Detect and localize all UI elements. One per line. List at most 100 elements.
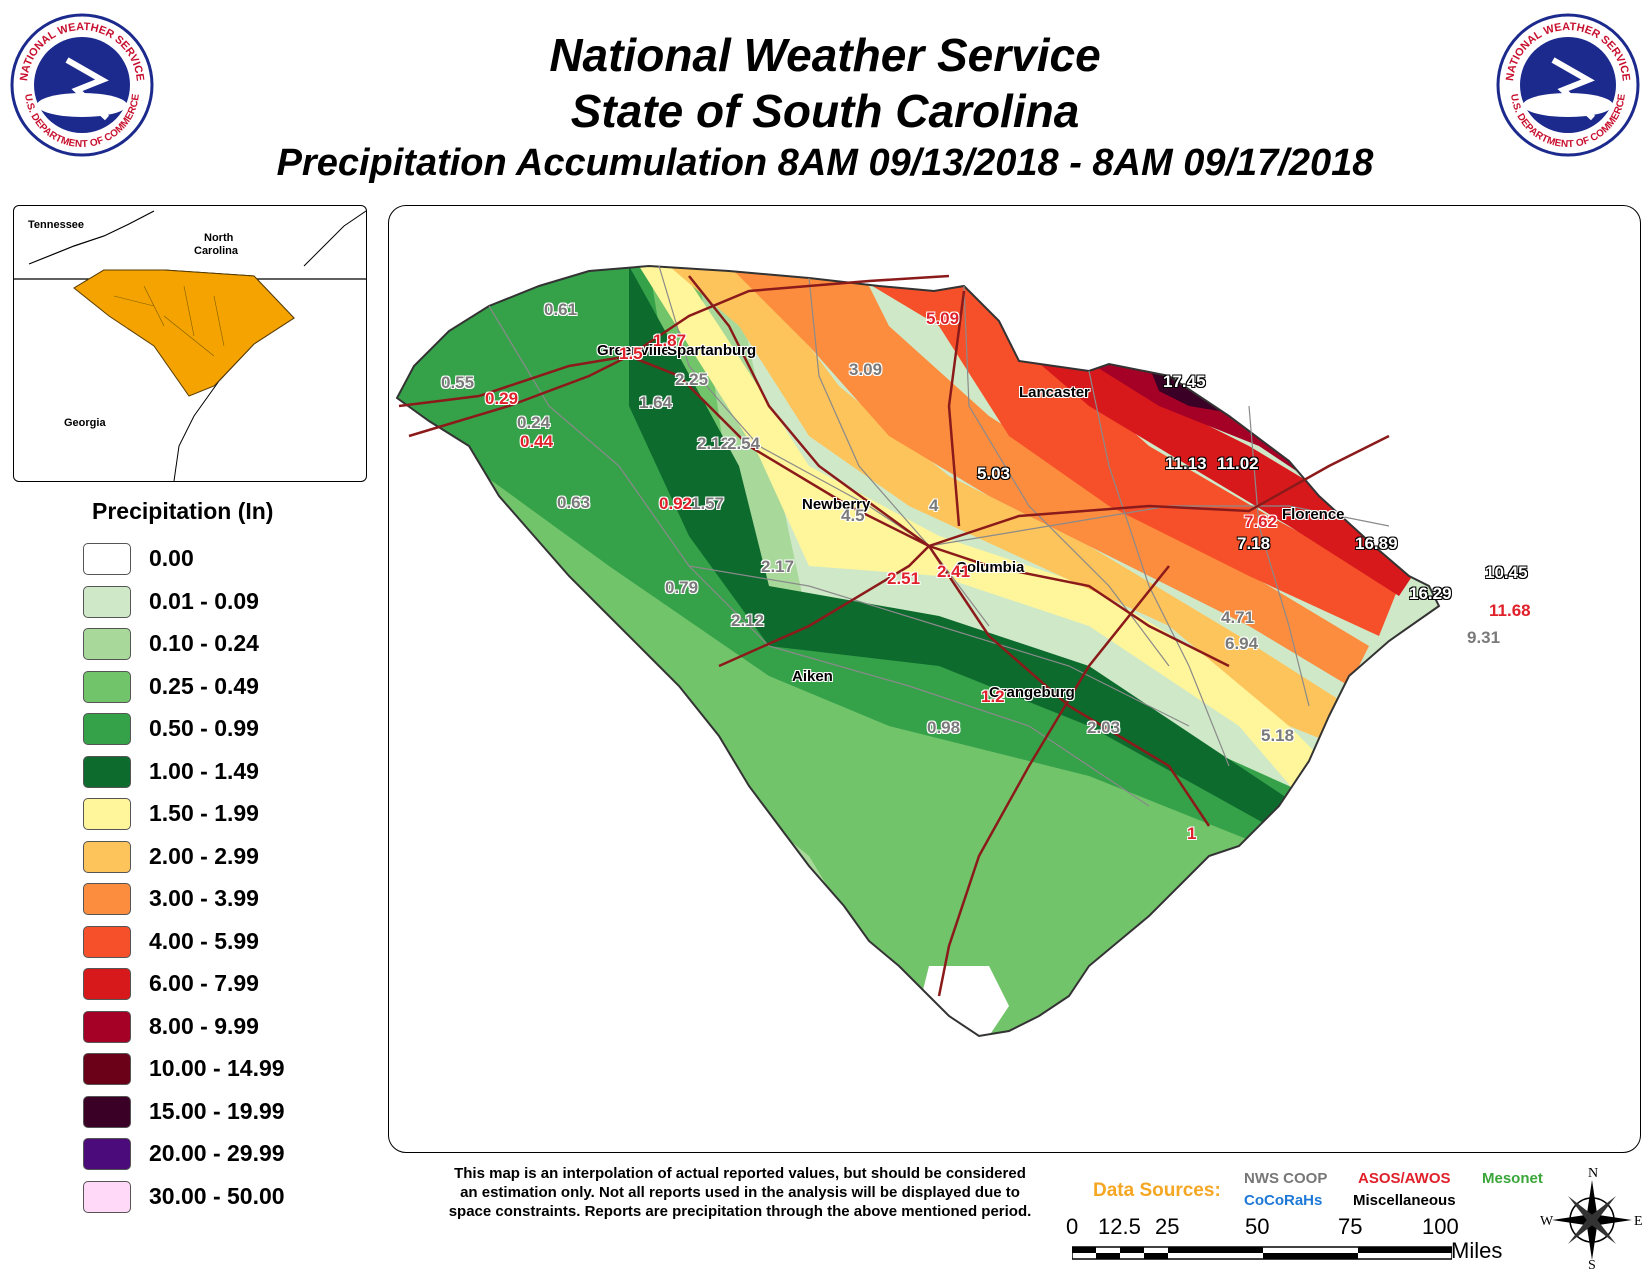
legend-item: 4.00 - 5.99 [83,925,343,960]
legend-swatch [83,628,131,660]
compass-s: S [1588,1258,1596,1270]
city-label: Lancaster [1019,384,1090,401]
legend-item: 1.00 - 1.49 [83,755,343,790]
legend-swatch [83,755,131,788]
scale-bar [1072,1246,1452,1260]
precip-value-red: 2.51 [887,569,921,588]
legend-item: 15.00 - 19.99 [83,1095,343,1130]
legend-swatch [83,1053,131,1085]
precip-value-red: 0.29 [485,389,519,408]
source-miscellaneous: Miscellaneous [1353,1192,1456,1209]
city-label: Florence [1282,506,1345,523]
source-asos-awos: ASOS/AWOS [1358,1170,1451,1187]
inset-label-georgia: Georgia [64,417,106,429]
city-label: Spartanburg [667,342,757,359]
precip-value-gray: 4.5 [841,506,865,525]
legend-swatch [83,883,131,915]
legend-label: 0.25 - 0.49 [149,672,259,699]
legend-item: 2.00 - 2.99 [83,840,343,875]
legend-swatch [83,585,131,618]
legend-label: 0.50 - 0.99 [149,715,259,741]
legend-label: 30.00 - 50.00 [149,1182,285,1209]
source-mesonet: Mesonet [1482,1170,1543,1187]
legend-swatch [83,1010,131,1043]
legend-label: 20.00 - 29.99 [149,1140,285,1166]
city-label: Newberry [802,496,871,513]
legend-item: 10.00 - 14.99 [83,1053,343,1087]
title-line-3: Precipitation Accumulation 8AM 09/13/201… [276,142,1374,184]
legend-swatch [83,670,131,703]
legend-label: 8.00 - 9.99 [149,1012,259,1039]
precip-value-gray: 2.25 [675,370,709,389]
title-line-2: State of South Carolina [570,85,1080,137]
legend-label: 4.00 - 5.99 [149,927,259,954]
precip-value-gray: 0.63 [557,493,591,512]
legend-title: Precipitation (In) [92,498,274,524]
legend-swatch [83,968,131,1000]
legend-swatch [83,1180,131,1213]
inset-locator-map: Tennessee North Carolina Georgia [13,205,367,482]
legend-swatch [83,1138,131,1170]
precip-value-gray: 0.79 [665,578,699,597]
title-line-1: National Weather Service [549,29,1101,81]
precip-value-red: 1 [1187,824,1197,843]
nws-logo-left: NATIONAL WEATHER SERVICE U.S. DEPARTMENT… [10,13,154,157]
precip-value-white: 11.02 [1217,454,1259,473]
source-cocorahs: CoCoRaHs [1244,1192,1323,1209]
legend-label: 1.50 - 1.99 [149,800,259,826]
source-nws-coop: NWS COOP [1244,1170,1328,1187]
legend-swatch [83,840,131,873]
disclaimer-line-1: This map is an interpolation of actual r… [454,1165,1026,1182]
inset-label-north: North [204,232,234,244]
legend-swatch [83,713,131,745]
precip-value-red: 5.09 [926,309,960,328]
compass-e: E [1634,1214,1643,1229]
legend-label: 15.00 - 19.99 [149,1097,285,1124]
scale-tick-100: 100 [1422,1214,1459,1239]
precip-value-gray: 2.12 [697,434,731,453]
precip-value-gray: 1.64 [639,393,673,412]
legend-swatch [83,543,131,575]
precip-value-red: 0.92 [659,494,693,513]
legend-item: 20.00 - 29.99 [83,1138,343,1172]
precip-value-gray: 0.98 [927,718,961,737]
legend-label: 0.01 - 0.09 [149,587,259,614]
disclaimer-line-3: space constraints. Reports are precipita… [448,1203,1032,1220]
precip-value-red: 11.68 [1489,601,1531,620]
precip-value-red: 1.5 [619,344,643,363]
precip-value-gray: 5.18 [1261,726,1295,745]
scale-unit: Miles [1451,1238,1503,1263]
precip-value-gray: 0.55 [441,373,475,392]
precip-value-white: 10.45 [1485,563,1528,582]
precip-value-gray: 0.24 [517,413,551,432]
legend-item: 1.50 - 1.99 [83,798,343,832]
precip-value-white: 11.13 [1165,454,1207,473]
inset-label-carolina: Carolina [194,245,239,257]
precip-value-red: 2.41 [937,562,971,581]
precip-value-red: 1.2 [981,687,1005,706]
legend-swatch [83,798,131,830]
compass-w: W [1540,1214,1554,1229]
compass-n: N [1588,1166,1598,1181]
precip-value-gray: 3.09 [849,360,883,379]
inset-svg: Tennessee North Carolina Georgia [14,210,366,481]
nws-logo-right: NATIONAL WEATHER SERVICE U.S. DEPARTMENT… [1496,13,1640,157]
scale-tick-12-5: 12.5 [1098,1214,1141,1239]
precip-value-gray: 2.03 [1087,718,1121,737]
precip-value-gray: 6.94 [1225,634,1259,653]
precip-value-gray: 9.31 [1467,628,1501,647]
city-label: Greenville [597,342,670,359]
legend-label: 1.00 - 1.49 [149,757,259,784]
legend-label: 3.00 - 3.99 [149,885,259,911]
legend-swatch [83,1095,131,1128]
precip-value-gray: 4 [929,496,939,515]
legend-label: 6.00 - 7.99 [149,970,259,996]
legend-item: 0.00 [83,543,343,577]
legend-item: 0.50 - 0.99 [83,713,343,747]
precip-value-gray: 2.12 [731,611,765,630]
scale-tick-50: 50 [1245,1214,1270,1239]
precip-value-white: 16.89 [1355,534,1398,553]
precip-value-gray: 2.17 [761,557,795,576]
legend-label: 10.00 - 14.99 [149,1055,285,1081]
precip-value-gray: 4.71 [1221,608,1255,627]
